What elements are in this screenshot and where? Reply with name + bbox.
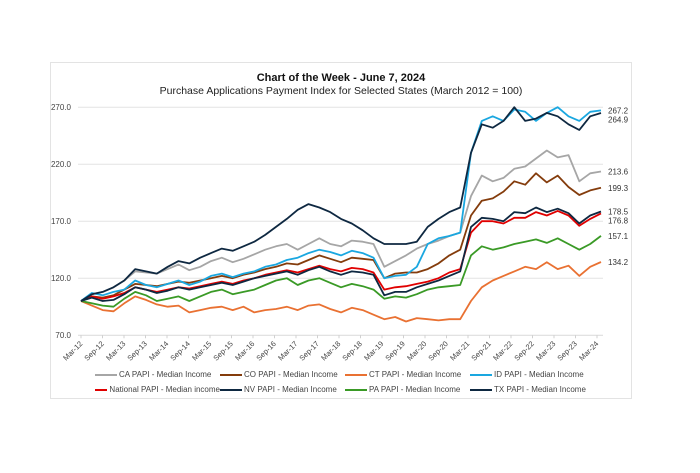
legend-label: TX PAPI - Median Income bbox=[494, 385, 586, 394]
legend-swatch bbox=[220, 373, 242, 376]
legend-item: CA PAPI - Median Income bbox=[95, 370, 220, 379]
x-tick-label: Mar-14 bbox=[147, 339, 170, 362]
end-value-label: 157.1 bbox=[608, 232, 629, 241]
y-tick-label: 70.0 bbox=[55, 331, 71, 340]
end-value-label: 199.3 bbox=[608, 184, 629, 193]
x-tick-label: Mar-16 bbox=[233, 339, 256, 362]
x-tick-label: Sep-15 bbox=[211, 339, 234, 362]
legend-swatch bbox=[345, 373, 367, 376]
end-value-label: 267.2 bbox=[608, 106, 629, 115]
end-value-label: 264.9 bbox=[608, 115, 629, 124]
legend-label: CA PAPI - Median Income bbox=[119, 370, 212, 379]
x-tick-label: Mar-17 bbox=[276, 339, 299, 362]
x-tick-label: Sep-18 bbox=[340, 339, 363, 362]
end-value-label: 134.2 bbox=[608, 258, 629, 267]
end-value-label: 213.6 bbox=[608, 167, 629, 176]
legend-row: CA PAPI - Median Income CO PAPI - Median … bbox=[95, 367, 595, 382]
y-tick-label: 270.0 bbox=[51, 103, 72, 112]
legend-label: CT PAPI - Median Income bbox=[369, 370, 462, 379]
end-value-label: 178.5 bbox=[608, 208, 629, 217]
end-value-label: 176.8 bbox=[608, 217, 629, 226]
x-tick-label: Sep-21 bbox=[469, 339, 492, 362]
x-tick-label: Mar-18 bbox=[319, 339, 342, 362]
legend-item: PA PAPI - Median Income bbox=[345, 385, 470, 394]
x-tick-label: Sep-17 bbox=[297, 339, 320, 362]
x-tick-label: Sep-12 bbox=[82, 339, 105, 362]
x-tick-label: Mar-20 bbox=[405, 339, 428, 362]
x-tick-label: Sep-13 bbox=[125, 339, 148, 362]
x-tick-label: Mar-23 bbox=[534, 339, 557, 362]
x-tick-label: Sep-16 bbox=[254, 339, 277, 362]
x-tick-label: Sep-22 bbox=[512, 339, 535, 362]
legend-swatch bbox=[470, 388, 492, 391]
legend-label: ID PAPI - Median Income bbox=[494, 370, 584, 379]
series-line-national bbox=[80, 209, 602, 302]
x-tick-label: Sep-14 bbox=[168, 339, 191, 362]
legend-row: National PAPI - Median income NV PAPI - M… bbox=[95, 382, 595, 397]
legend-item: National PAPI - Median income bbox=[95, 385, 220, 394]
legend-item: NV PAPI - Median Income bbox=[220, 385, 345, 394]
y-tick-label: 170.0 bbox=[51, 217, 72, 226]
series-line-co bbox=[80, 172, 602, 302]
legend-label: CO PAPI - Median Income bbox=[244, 370, 338, 379]
x-tick-label: Sep-20 bbox=[426, 339, 449, 362]
legend-item: TX PAPI - Median Income bbox=[470, 385, 595, 394]
legend-item: CT PAPI - Median Income bbox=[345, 370, 470, 379]
series-line-tx bbox=[80, 206, 602, 302]
x-tick-label: Sep-23 bbox=[555, 339, 578, 362]
legend-swatch bbox=[345, 388, 367, 391]
chart-title: Chart of the Week - June 7, 2024 bbox=[256, 72, 426, 84]
x-tick-label: Mar-24 bbox=[577, 339, 600, 362]
legend-label: National PAPI - Median income bbox=[109, 385, 220, 394]
legend-swatch bbox=[470, 373, 492, 376]
x-tick-label: Mar-12 bbox=[61, 339, 84, 362]
series-line-nv bbox=[80, 106, 602, 302]
series-line-ca bbox=[80, 149, 602, 302]
legend-item: CO PAPI - Median Income bbox=[220, 370, 345, 379]
legend-label: NV PAPI - Median Income bbox=[244, 385, 337, 394]
y-tick-label: 220.0 bbox=[51, 160, 72, 169]
x-tick-label: Mar-19 bbox=[362, 339, 385, 362]
x-tick-label: Sep-19 bbox=[383, 339, 406, 362]
chart-subtitle: Purchase Applications Payment Index for … bbox=[159, 85, 523, 97]
legend-item: ID PAPI - Median Income bbox=[470, 370, 595, 379]
x-tick-label: Mar-15 bbox=[190, 339, 213, 362]
x-tick-label: Mar-22 bbox=[491, 339, 514, 362]
legend: CA PAPI - Median Income CO PAPI - Median … bbox=[95, 367, 595, 397]
legend-swatch bbox=[220, 388, 242, 391]
x-tick-label: Mar-21 bbox=[448, 339, 471, 362]
y-tick-label: 120.0 bbox=[51, 274, 72, 283]
x-tick-label: Mar-13 bbox=[104, 339, 127, 362]
series-line-pa bbox=[80, 235, 602, 308]
legend-label: PA PAPI - Median Income bbox=[369, 385, 461, 394]
series-line-ct bbox=[80, 261, 602, 323]
legend-swatch bbox=[95, 373, 117, 376]
series-line-id bbox=[80, 106, 602, 302]
legend-swatch bbox=[95, 388, 108, 391]
